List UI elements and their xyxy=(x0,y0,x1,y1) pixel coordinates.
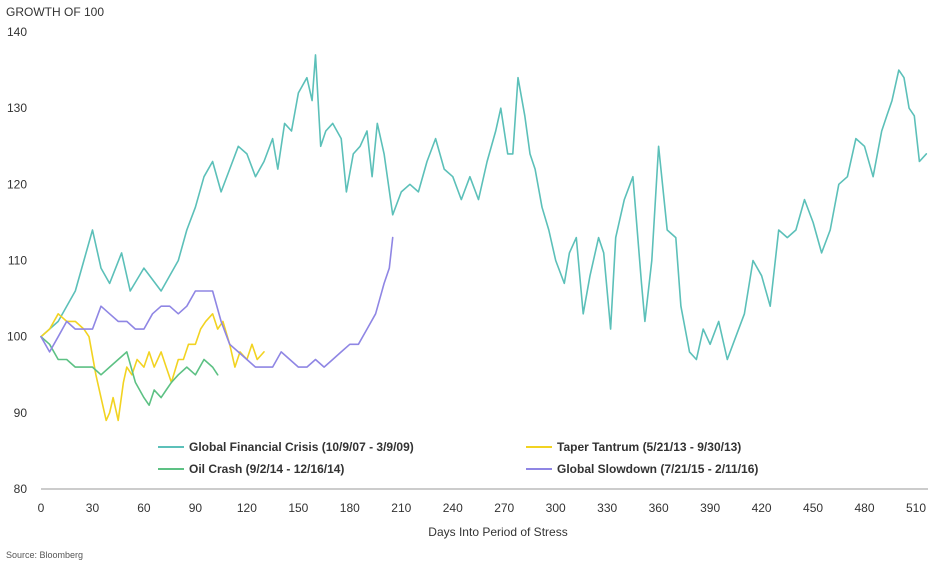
x-tick-label: 450 xyxy=(803,501,823,515)
y-axis-tick-labels: 80 90 100 110 120 130 140 xyxy=(7,25,27,496)
x-tick-label: 60 xyxy=(137,501,151,515)
legend-label: Taper Tantrum (5/21/13 - 9/30/13) xyxy=(557,440,741,454)
y-tick-label: 100 xyxy=(7,330,27,344)
x-tick-label: 0 xyxy=(38,501,45,515)
x-tick-label: 150 xyxy=(288,501,308,515)
x-tick-label: 300 xyxy=(546,501,566,515)
legend-label: Global Slowdown (7/21/15 - 2/11/16) xyxy=(557,462,758,476)
series-line-4 xyxy=(40,236,394,368)
x-tick-label: 420 xyxy=(752,501,772,515)
x-tick-label: 330 xyxy=(597,501,617,515)
y-tick-label: 120 xyxy=(7,177,27,191)
y-tick-label: 140 xyxy=(7,25,27,39)
y-tick-label: 80 xyxy=(14,482,28,496)
y-tick-label: 90 xyxy=(14,406,28,420)
x-tick-label: 120 xyxy=(237,501,257,515)
legend-label: Oil Crash (9/2/14 - 12/16/14) xyxy=(189,462,344,476)
legend: Global Financial Crisis (10/9/07 - 3/9/0… xyxy=(158,440,758,476)
x-tick-label: 510 xyxy=(906,501,926,515)
x-axis-tick-labels: 0 30 60 90 120 150 180 210 240 270 300 330 360 390 420… xyxy=(38,501,927,515)
series-line-1 xyxy=(40,54,928,361)
x-tick-label: 390 xyxy=(700,501,720,515)
x-tick-label: 210 xyxy=(391,501,411,515)
source-note: Source: Bloomberg xyxy=(6,550,83,560)
legend-label: Global Financial Crisis (10/9/07 - 3/9/0… xyxy=(189,440,414,454)
x-tick-label: 360 xyxy=(649,501,669,515)
y-tick-label: 110 xyxy=(8,254,27,268)
series-lines xyxy=(40,54,928,422)
y-tick-label: 130 xyxy=(7,101,27,115)
x-tick-label: 270 xyxy=(494,501,514,515)
series-line-3 xyxy=(40,335,219,407)
x-tick-label: 90 xyxy=(189,501,203,515)
x-tick-label: 240 xyxy=(443,501,463,515)
x-tick-label: 180 xyxy=(340,501,360,515)
x-tick-label: 480 xyxy=(855,501,875,515)
y-axis-heading: GROWTH OF 100 xyxy=(6,5,104,19)
x-axis-title: Days Into Period of Stress xyxy=(428,525,567,539)
x-tick-label: 30 xyxy=(86,501,100,515)
